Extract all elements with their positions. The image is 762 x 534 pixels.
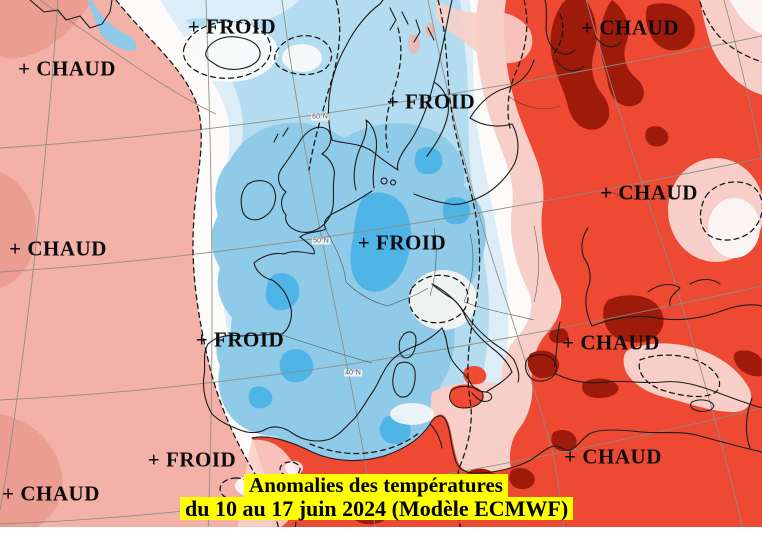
warm-region-west bbox=[0, 0, 280, 534]
coastlines bbox=[29, 0, 762, 474]
map-title-line2: du 10 au 17 juin 2024 (Modèle ECMWF) bbox=[180, 496, 574, 521]
bottom-margin bbox=[0, 527, 762, 534]
country-borders bbox=[281, 95, 669, 364]
map-title-line1: Anomalies des températures bbox=[244, 474, 508, 497]
cold-region-center bbox=[88, 0, 509, 534]
map-title: Anomalies des températures du 10 au 17 j… bbox=[180, 474, 574, 521]
